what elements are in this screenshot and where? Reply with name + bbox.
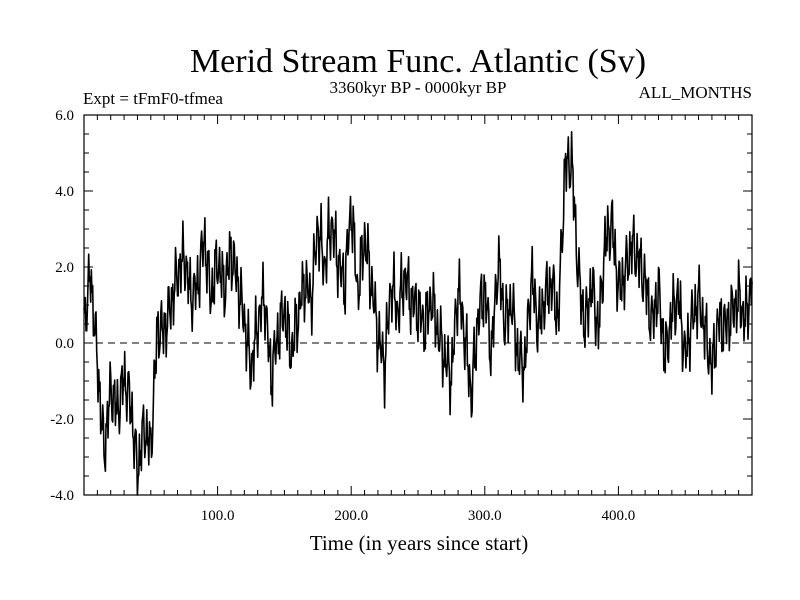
y-tick-label: 6.0 — [55, 108, 74, 124]
x-tick-label: 200.0 — [334, 508, 368, 524]
axes: 100.0 200.0 300.0 400.0 -4.0 -2.0 0.0 2.0 4.0 6.0 — [50, 108, 752, 524]
x-tick-label: 300.0 — [468, 508, 502, 524]
experiment-label: Expt = tFmF0-tfmea — [83, 89, 223, 108]
x-axis-label: Time (in years since start) — [310, 531, 529, 555]
y-tick-label: 4.0 — [55, 184, 74, 200]
x-tick-label: 100.0 — [201, 508, 235, 524]
y-tick-label: 0.0 — [55, 336, 74, 352]
chart-title: Merid Stream Func. Atlantic (Sv) — [190, 43, 646, 80]
y-tick-label: -2.0 — [50, 412, 74, 428]
y-tick-label: 2.0 — [55, 260, 74, 276]
months-label: ALL_MONTHS — [639, 83, 752, 102]
time-range-label: 3360kyr BP - 0000kyr BP — [330, 78, 507, 97]
series-line — [83, 131, 753, 496]
x-tick-label: 400.0 — [602, 508, 636, 524]
y-tick-label: -4.0 — [50, 488, 74, 504]
